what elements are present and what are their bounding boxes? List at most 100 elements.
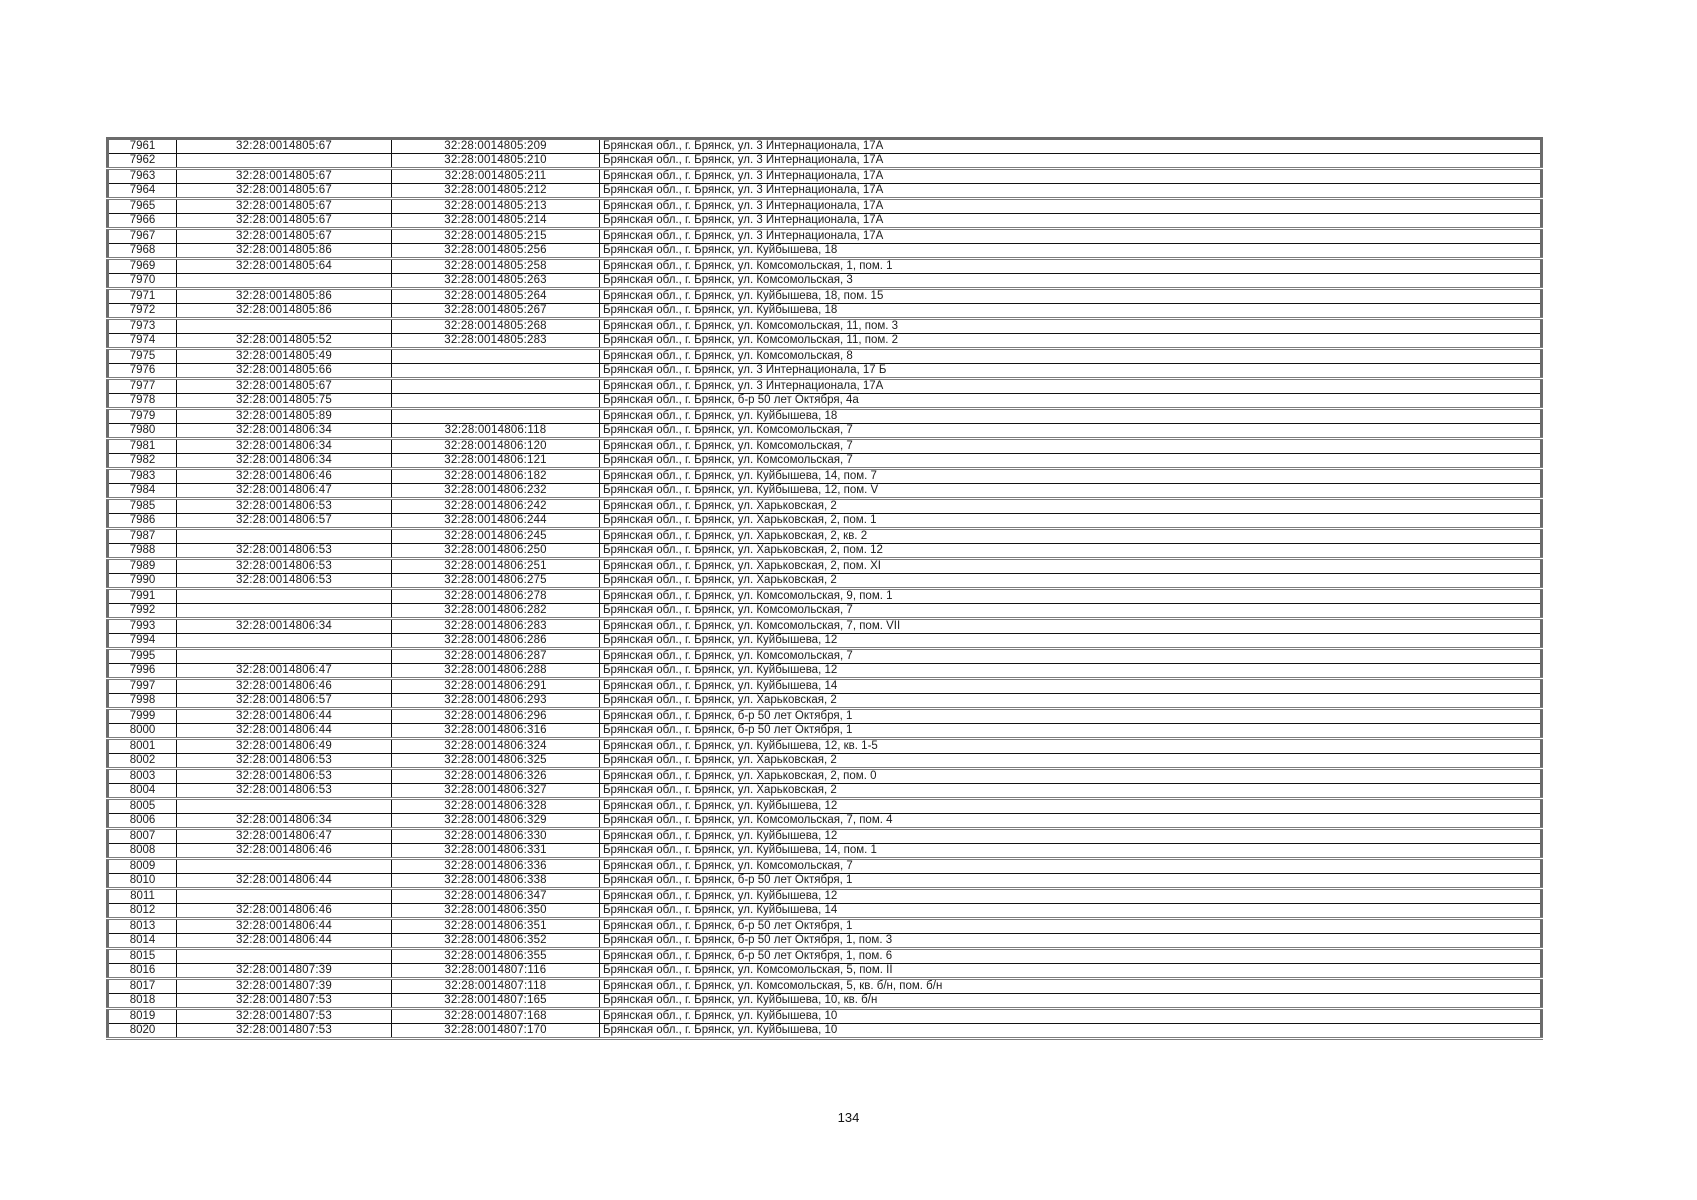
table-row: 8011 32:28:0014806:347 Брянская обл., г.… [107, 888, 1542, 904]
page-number: 134 [837, 1110, 860, 1125]
parcel-cadastral-cell: 32:28:0014805:86 [176, 243, 392, 260]
address-cell: Брянская обл., г. Брянск, ул. 3 Интернац… [599, 153, 1542, 170]
row-number-cell: 8002 [107, 753, 177, 770]
object-cadastral-cell: 32:28:0014806:288 [391, 663, 600, 680]
address-cell: Брянская обл., г. Брянск, ул. Куйбышева,… [599, 828, 1542, 844]
object-cadastral-cell: 32:28:0014806:286 [391, 633, 600, 650]
parcel-cadastral-cell [176, 648, 392, 664]
object-cadastral-cell [391, 408, 600, 424]
table-row: 7998 32:28:0014806:57 32:28:0014806:293 … [107, 693, 1542, 710]
parcel-cadastral-cell: 32:28:0014806:53 [176, 573, 392, 590]
address-cell: Брянская обл., г. Брянск, ул. 3 Интернац… [599, 378, 1542, 394]
table-row: 7996 32:28:0014806:47 32:28:0014806:288 … [107, 663, 1542, 680]
table-row: 7968 32:28:0014805:86 32:28:0014805:256 … [107, 243, 1542, 260]
address-cell: Брянская обл., г. Брянск, ул. 3 Интернац… [599, 138, 1542, 154]
address-cell: Брянская обл., г. Брянск, ул. Куйбышева,… [599, 843, 1542, 860]
address-cell: Брянская обл., г. Брянск, ул. Харьковска… [599, 573, 1542, 590]
address-cell: Брянская обл., г. Брянск, б-р 50 лет Окт… [599, 948, 1542, 964]
object-cadastral-cell [391, 348, 600, 364]
row-number-cell: 7991 [107, 588, 177, 604]
parcel-cadastral-cell: 32:28:0014806:53 [176, 783, 392, 800]
parcel-cadastral-cell: 32:28:0014805:66 [176, 363, 392, 380]
table-row: 7962 32:28:0014805:210 Брянская обл., г.… [107, 153, 1542, 170]
row-number-cell: 8000 [107, 723, 177, 740]
table-row: 7969 32:28:0014805:64 32:28:0014805:258 … [107, 258, 1542, 274]
parcel-cadastral-cell [176, 858, 392, 874]
table-row: 7974 32:28:0014805:52 32:28:0014805:283 … [107, 333, 1542, 350]
address-cell: Брянская обл., г. Брянск, ул. Комсомольс… [599, 438, 1542, 454]
parcel-cadastral-cell: 32:28:0014805:86 [176, 303, 392, 320]
table-row: 7970 32:28:0014805:263 Брянская обл., г.… [107, 273, 1542, 290]
address-cell: Брянская обл., г. Брянск, ул. Куйбышева,… [599, 1023, 1542, 1040]
address-cell: Брянская обл., г. Брянск, ул. Куйбышева,… [599, 243, 1542, 260]
object-cadastral-cell [391, 393, 600, 410]
parcel-cadastral-cell: 32:28:0014805:75 [176, 393, 392, 410]
parcel-cadastral-cell: 32:28:0014805:67 [176, 198, 392, 214]
address-cell: Брянская обл., г. Брянск, ул. Харьковска… [599, 783, 1542, 800]
address-cell: Брянская обл., г. Брянск, ул. Куйбышева,… [599, 1008, 1542, 1024]
row-number-cell: 7994 [107, 633, 177, 650]
row-number-cell: 8020 [107, 1023, 177, 1040]
table-row: 7963 32:28:0014805:67 32:28:0014805:211 … [107, 168, 1542, 184]
object-cadastral-cell: 32:28:0014806:336 [391, 858, 600, 874]
table-row: 7986 32:28:0014806:57 32:28:0014806:244 … [107, 513, 1542, 530]
table-row: 8007 32:28:0014806:47 32:28:0014806:330 … [107, 828, 1542, 844]
object-cadastral-cell: 32:28:0014806:293 [391, 693, 600, 710]
parcel-cadastral-cell: 32:28:0014805:49 [176, 348, 392, 364]
object-cadastral-cell: 32:28:0014806:291 [391, 678, 600, 694]
table-row: 7993 32:28:0014806:34 32:28:0014806:283 … [107, 618, 1542, 634]
object-cadastral-cell: 32:28:0014805:283 [391, 333, 600, 350]
row-number-cell: 7980 [107, 423, 177, 440]
object-cadastral-cell: 32:28:0014806:182 [391, 468, 600, 484]
parcel-cadastral-cell: 32:28:0014806:44 [176, 918, 392, 934]
object-cadastral-cell: 32:28:0014807:168 [391, 1008, 600, 1024]
row-number-cell: 7974 [107, 333, 177, 350]
object-cadastral-cell: 32:28:0014806:278 [391, 588, 600, 604]
row-number-cell: 8011 [107, 888, 177, 904]
parcel-cadastral-cell: 32:28:0014806:53 [176, 498, 392, 514]
row-number-cell: 7969 [107, 258, 177, 274]
table-row: 7984 32:28:0014806:47 32:28:0014806:232 … [107, 483, 1542, 500]
parcel-cadastral-cell: 32:28:0014807:39 [176, 978, 392, 994]
address-cell: Брянская обл., г. Брянск, ул. Комсомольс… [599, 963, 1542, 980]
row-number-cell: 8005 [107, 798, 177, 814]
address-cell: Брянская обл., г. Брянск, б-р 50 лет Окт… [599, 723, 1542, 740]
row-number-cell: 7966 [107, 213, 177, 230]
object-cadastral-cell: 32:28:0014805:256 [391, 243, 600, 260]
object-cadastral-cell: 32:28:0014805:215 [391, 228, 600, 244]
parcel-cadastral-cell: 32:28:0014806:44 [176, 873, 392, 890]
parcel-cadastral-cell: 32:28:0014806:47 [176, 483, 392, 500]
object-cadastral-cell: 32:28:0014806:329 [391, 813, 600, 830]
row-number-cell: 8009 [107, 858, 177, 874]
object-cadastral-cell: 32:28:0014806:347 [391, 888, 600, 904]
object-cadastral-cell [391, 363, 600, 380]
address-cell: Брянская обл., г. Брянск, ул. Харьковска… [599, 498, 1542, 514]
row-number-cell: 7987 [107, 528, 177, 544]
object-cadastral-cell: 32:28:0014806:251 [391, 558, 600, 574]
table-row: 7999 32:28:0014806:44 32:28:0014806:296 … [107, 708, 1542, 724]
table-row: 8003 32:28:0014806:53 32:28:0014806:326 … [107, 768, 1542, 784]
parcel-cadastral-cell [176, 273, 392, 290]
address-cell: Брянская обл., г. Брянск, ул. Комсомольс… [599, 648, 1542, 664]
address-cell: Брянская обл., г. Брянск, ул. Куйбышева,… [599, 663, 1542, 680]
object-cadastral-cell: 32:28:0014807:116 [391, 963, 600, 980]
table-row: 8016 32:28:0014807:39 32:28:0014807:116 … [107, 963, 1542, 980]
object-cadastral-cell: 32:28:0014806:244 [391, 513, 600, 530]
object-cadastral-cell: 32:28:0014805:264 [391, 288, 600, 304]
parcel-cadastral-cell: 32:28:0014806:47 [176, 663, 392, 680]
row-number-cell: 7965 [107, 198, 177, 214]
parcel-cadastral-cell: 32:28:0014805:89 [176, 408, 392, 424]
object-cadastral-cell: 32:28:0014806:283 [391, 618, 600, 634]
parcel-cadastral-cell [176, 603, 392, 620]
row-number-cell: 7962 [107, 153, 177, 170]
parcel-cadastral-cell: 32:28:0014806:44 [176, 723, 392, 740]
table-row: 7971 32:28:0014805:86 32:28:0014805:264 … [107, 288, 1542, 304]
object-cadastral-cell: 32:28:0014806:316 [391, 723, 600, 740]
table-row: 7992 32:28:0014806:282 Брянская обл., г.… [107, 603, 1542, 620]
row-number-cell: 7990 [107, 573, 177, 590]
row-number-cell: 7982 [107, 453, 177, 470]
row-number-cell: 8015 [107, 948, 177, 964]
object-cadastral-cell: 32:28:0014806:118 [391, 423, 600, 440]
table-row: 8012 32:28:0014806:46 32:28:0014806:350 … [107, 903, 1542, 920]
row-number-cell: 7996 [107, 663, 177, 680]
